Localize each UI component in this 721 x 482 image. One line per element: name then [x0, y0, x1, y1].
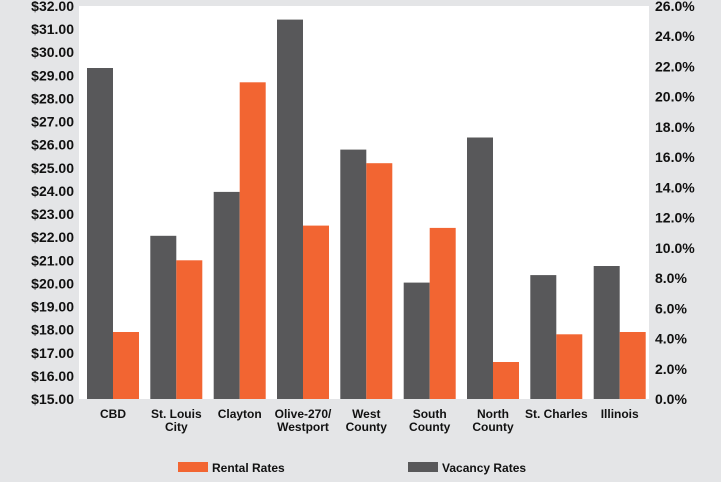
left-tick-label: $31.00 — [31, 21, 74, 37]
legend: Rental Rates Vacancy Rates — [178, 461, 526, 475]
rental-rate-bar — [303, 225, 329, 399]
rental-rate-bar — [493, 362, 519, 399]
right-axis: 0.0% 2.0% 4.0% 6.0% 8.0% 10.0% 12.0% 14.0% 16.0%… — [655, 0, 695, 407]
rental-rate-bar — [619, 332, 646, 399]
left-tick-label: $25.00 — [31, 160, 74, 176]
left-tick-label: $17.00 — [31, 345, 74, 361]
category-label: County — [472, 420, 514, 434]
category-label: South — [413, 407, 447, 421]
left-tick-label: $32.00 — [31, 0, 74, 14]
rental-rate-bar — [556, 334, 583, 399]
left-tick-label: $24.00 — [31, 183, 74, 199]
bars-group — [87, 19, 646, 400]
legend-label: Rental Rates — [212, 461, 285, 475]
left-tick-label: $26.00 — [31, 137, 74, 153]
left-tick-label: $16.00 — [31, 368, 74, 384]
vacancy-rate-bar — [213, 191, 240, 399]
left-tick-label: $21.00 — [31, 252, 74, 268]
rental-rate-bar — [429, 227, 456, 399]
category-label: Westport — [277, 420, 329, 434]
category-label: County — [409, 420, 451, 434]
vacancy-rate-bar — [530, 275, 557, 399]
left-axis: $15.00 $16.00 $17.00 $18.00 $19.00 $20.00 $21.… — [31, 0, 74, 407]
left-tick-label: $19.00 — [31, 299, 74, 315]
right-tick-label: 10.0% — [655, 240, 695, 256]
left-tick-label: $30.00 — [31, 44, 74, 60]
category-label: City — [165, 420, 188, 434]
left-tick-label: $20.00 — [31, 275, 74, 291]
vacancy-rate-bar — [340, 149, 367, 399]
right-tick-label: 4.0% — [655, 331, 687, 347]
rental-rate-bar — [176, 260, 203, 399]
right-tick-label: 8.0% — [655, 270, 687, 286]
rental-rate-bar — [239, 82, 266, 400]
legend-swatch — [408, 462, 438, 472]
right-tick-label: 0.0% — [655, 391, 687, 407]
category-label: Illinois — [601, 407, 639, 421]
category-label: Clayton — [218, 407, 262, 421]
vacancy-rate-bar — [150, 235, 177, 399]
left-tick-label: $15.00 — [31, 391, 74, 407]
vacancy-rate-bar — [87, 68, 113, 399]
left-tick-label: $18.00 — [31, 322, 74, 338]
right-tick-label: 22.0% — [655, 59, 695, 75]
left-tick-label: $28.00 — [31, 91, 74, 107]
category-label: St. Charles — [525, 407, 588, 421]
category-label: Olive-270/ — [275, 407, 332, 421]
right-tick-label: 6.0% — [655, 300, 687, 316]
right-tick-label: 12.0% — [655, 210, 695, 226]
category-label: County — [346, 420, 388, 434]
right-tick-label: 18.0% — [655, 119, 695, 135]
right-tick-label: 2.0% — [655, 361, 687, 377]
right-tick-label: 24.0% — [655, 28, 695, 44]
category-label: North — [477, 407, 509, 421]
right-tick-label: 26.0% — [655, 0, 695, 14]
rental-rate-bar — [366, 163, 393, 399]
legend-swatch — [178, 462, 208, 472]
left-tick-label: $27.00 — [31, 114, 74, 130]
vacancy-rate-bar — [277, 19, 303, 399]
left-tick-label: $22.00 — [31, 229, 74, 245]
rental-rate-bar — [113, 332, 139, 399]
legend-label: Vacancy Rates — [442, 461, 526, 475]
right-tick-label: 16.0% — [655, 149, 695, 165]
right-tick-label: 14.0% — [655, 179, 695, 195]
category-label: St. Louis — [151, 407, 202, 421]
left-tick-label: $29.00 — [31, 67, 74, 83]
vacancy-rate-bar — [467, 137, 493, 399]
category-label: West — [352, 407, 380, 421]
left-tick-label: $23.00 — [31, 206, 74, 222]
category-label: CBD — [100, 407, 126, 421]
vacancy-rate-bar — [593, 266, 620, 399]
right-tick-label: 20.0% — [655, 89, 695, 105]
vacancy-rate-bar — [403, 282, 430, 399]
